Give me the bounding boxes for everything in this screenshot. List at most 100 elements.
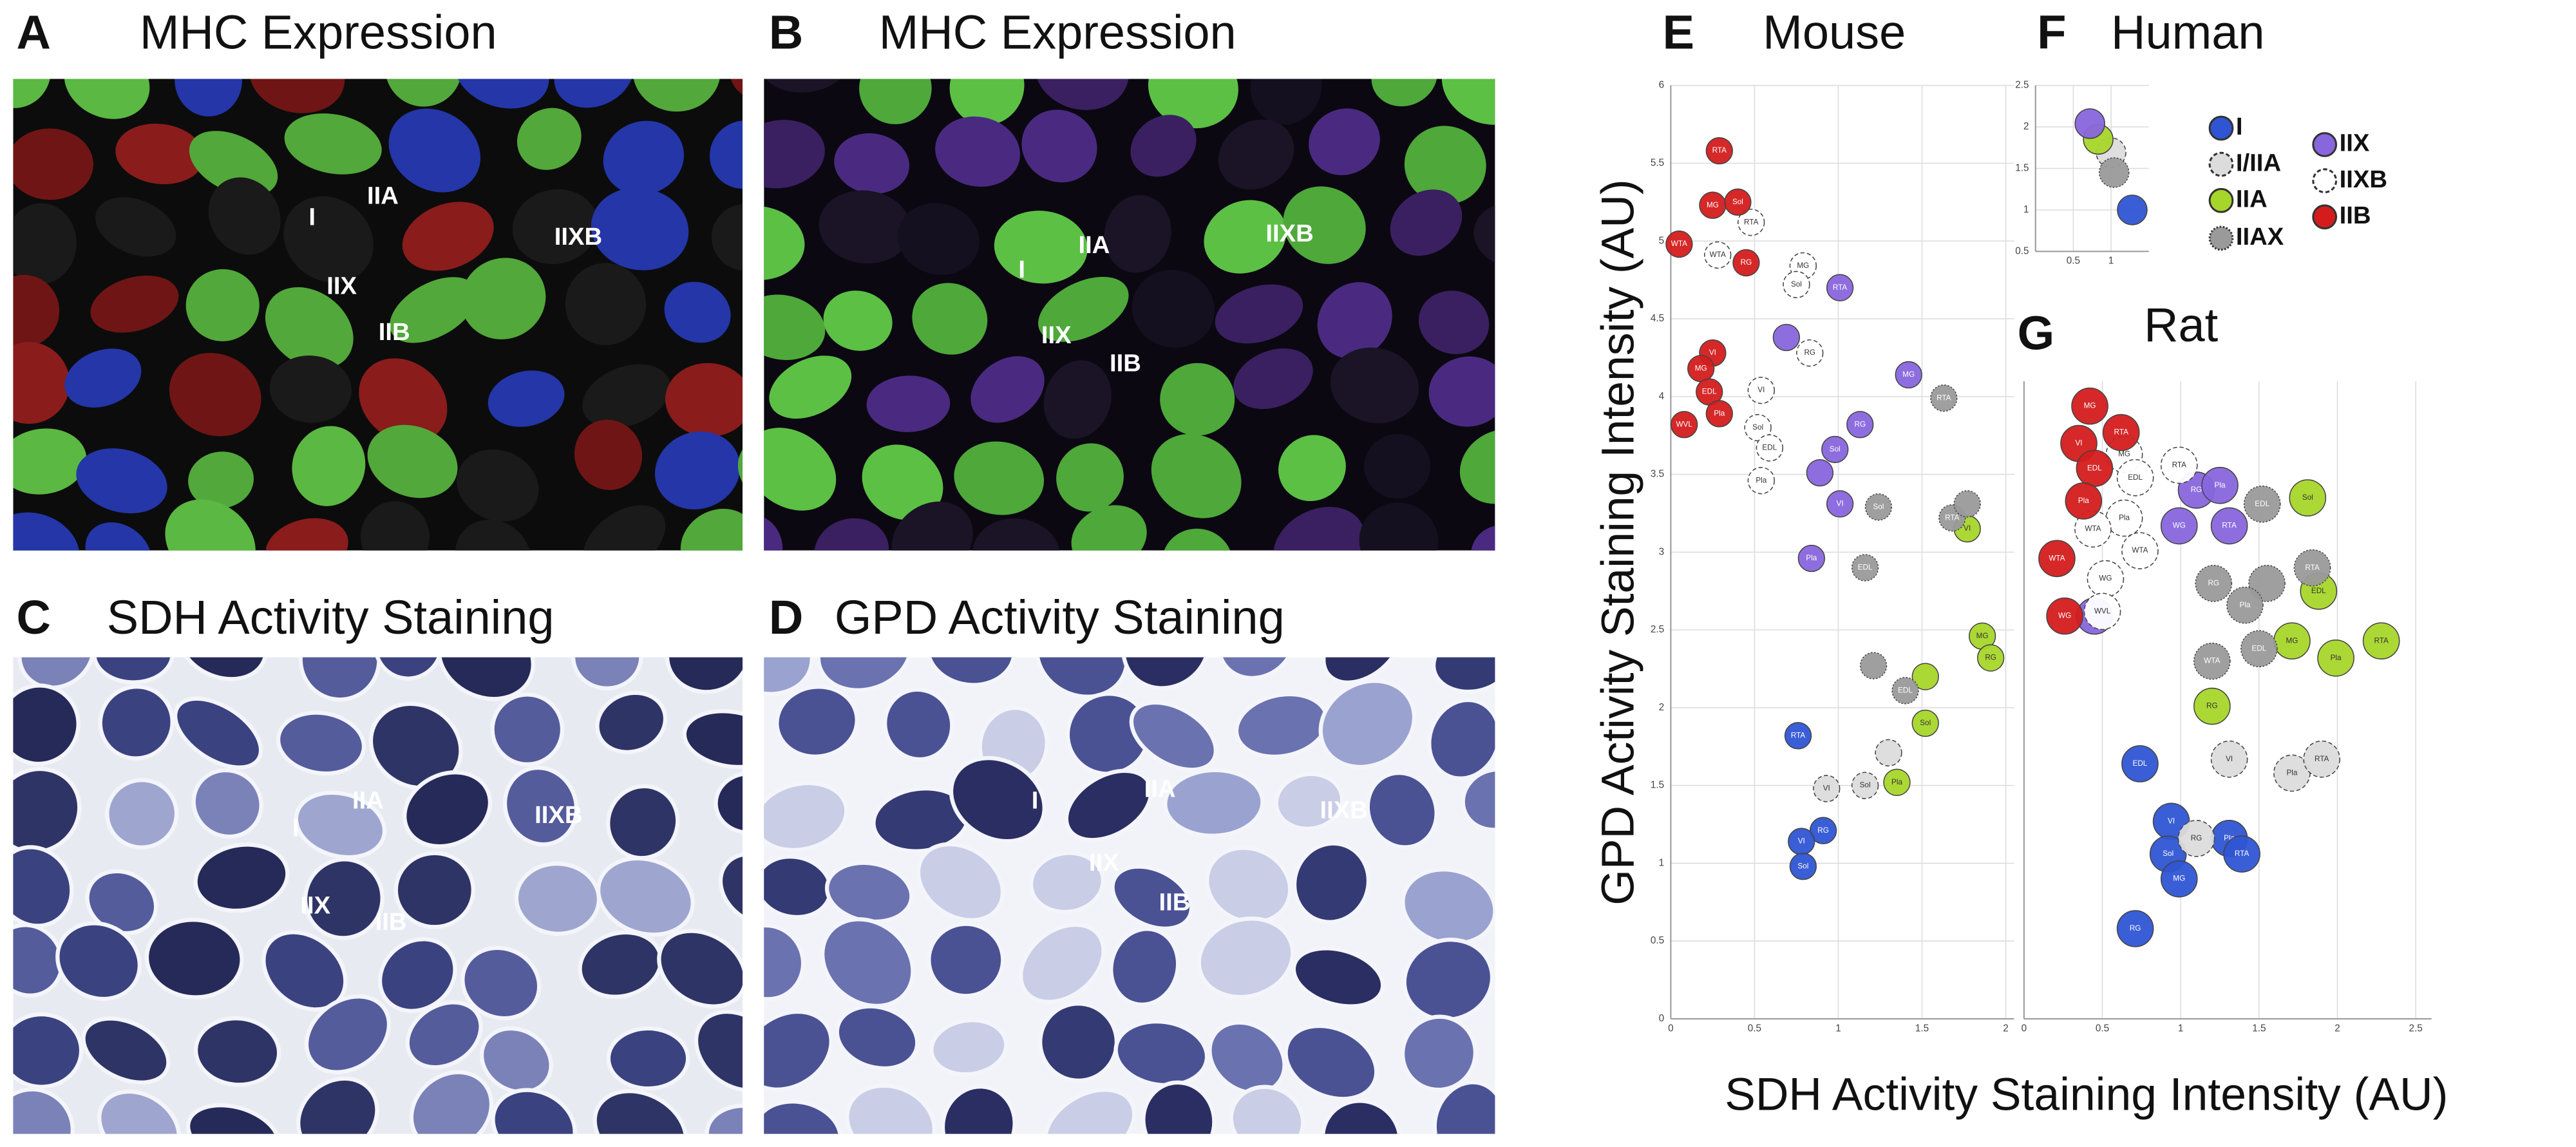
muscle-fiber (490, 692, 565, 767)
muscle-fiber (185, 269, 260, 341)
muscle-fiber (55, 921, 142, 1001)
muscle-fiber (64, 348, 142, 408)
muscle-fiber (845, 1083, 937, 1134)
bubble (2289, 479, 2327, 517)
muscle-fiber (927, 922, 1005, 998)
bubble-label: RG (2191, 486, 2202, 494)
muscle-fiber (1508, 1023, 1582, 1088)
panel-letter: D (769, 591, 803, 644)
micrograph (13, 657, 743, 1134)
muscle-fiber (709, 120, 743, 189)
bubble (2065, 482, 2103, 520)
bubble (1705, 400, 1733, 428)
muscle-fiber (76, 448, 167, 514)
muscle-fiber (185, 1103, 281, 1134)
muscle-fiber (1129, 700, 1218, 772)
legend-swatch (2312, 168, 2338, 194)
bubble (2240, 630, 2278, 668)
muscle-fiber (835, 1004, 920, 1071)
muscle-fiber (1371, 79, 1437, 107)
bubble-label: RG (1854, 420, 1866, 428)
muscle-fiber (13, 766, 82, 855)
y-tick-label: 4.5 (1651, 313, 1664, 324)
bubble-label: Pla (2331, 654, 2342, 662)
legend-label: I (2236, 113, 2243, 140)
muscle-fiber (17, 657, 96, 690)
bubble-label: MG (1797, 261, 1809, 270)
y-tick-label: 5.5 (1651, 158, 1664, 169)
muscle-fiber (1038, 276, 1129, 342)
muscle-fiber (479, 1026, 553, 1094)
bubble (2121, 745, 2159, 782)
fiber-label: IIX (300, 892, 330, 920)
bubble (1875, 739, 1902, 767)
muscle-fiber (13, 274, 60, 347)
bubble-label: RG (1804, 348, 1815, 357)
bubble-label: MG (2118, 450, 2130, 459)
muscle-fiber (912, 283, 988, 355)
bubble (1883, 768, 1911, 797)
muscle-fiber (1427, 697, 1495, 781)
muscle-fiber (276, 710, 366, 776)
muscle-fiber (1037, 1001, 1119, 1083)
muscle-fiber (711, 204, 743, 271)
muscle-fiber (1317, 282, 1392, 359)
muscle-fiber (1208, 1020, 1287, 1095)
y-tick-label: 0 (1659, 1013, 1665, 1024)
bubble-label: EDL (2133, 759, 2148, 768)
fiber-label: IIX (327, 272, 357, 300)
bubble (1911, 663, 1939, 690)
bubble (1976, 644, 2005, 672)
muscle-fiber (816, 657, 913, 693)
fiber-label: IIX (1041, 321, 1072, 349)
muscle-fiber (85, 522, 152, 551)
muscle-fiber (13, 1012, 84, 1089)
muscle-fiber (373, 657, 444, 681)
bubble-label: MG (1976, 632, 1989, 640)
muscle-fiber (359, 358, 448, 444)
panel-title: MHC Expression (879, 6, 1236, 59)
fiber-label: IIB (375, 908, 407, 936)
bubble-label: RTA (2235, 849, 2249, 858)
muscle-fiber (188, 451, 254, 509)
bubble (2293, 549, 2331, 587)
muscle-fiber (457, 449, 539, 522)
bubble-label: RTA (2222, 522, 2237, 530)
bubble (1665, 230, 1693, 258)
fiber-label: IIA (1079, 231, 1110, 259)
bubble (1671, 411, 1698, 439)
muscle-fiber (769, 355, 852, 419)
y-axis-title: GPD Activity Staining Intensity (AU) (1593, 179, 1644, 905)
bubble-label: VI (2168, 817, 2175, 825)
muscle-fiber (491, 1088, 577, 1134)
bubble (1851, 772, 1879, 799)
muscle-fiber (191, 768, 263, 839)
chart-title: Mouse (1763, 6, 1906, 59)
muscle-fiber (1064, 768, 1153, 842)
bubble-label: Sol (1873, 502, 1884, 511)
bubble-label: VI (1964, 524, 1971, 533)
fiber-label: IIB (1110, 350, 1141, 377)
muscle-fiber (1217, 657, 1297, 681)
y-tick-label: 1.5 (2015, 163, 2029, 174)
muscle-fiber (592, 1088, 688, 1134)
bubble-label: WVL (1676, 420, 1692, 428)
panel-letter: F (2037, 6, 2066, 59)
bubble-label: MG (1902, 370, 1915, 379)
bubble-label: RG (2208, 579, 2219, 587)
x-tick-label: 0 (1668, 1023, 1674, 1034)
muscle-fiber (13, 923, 64, 998)
muscle-fiber (13, 128, 93, 200)
bubble-label: VI (1837, 500, 1844, 508)
muscle-fiber (361, 501, 430, 551)
muscle-fiber (654, 431, 741, 510)
bubble (1826, 490, 1854, 518)
bubble-label: VI (2226, 755, 2233, 763)
muscle-fiber (1273, 506, 1365, 551)
x-tick-label: 0.5 (2067, 256, 2080, 267)
legend-label: IIAX (2236, 223, 2284, 251)
bubble-label: VI (2075, 439, 2082, 448)
muscle-fiber (764, 428, 837, 511)
legend-swatch (2208, 115, 2234, 141)
muscle-fiber (1461, 767, 1495, 832)
